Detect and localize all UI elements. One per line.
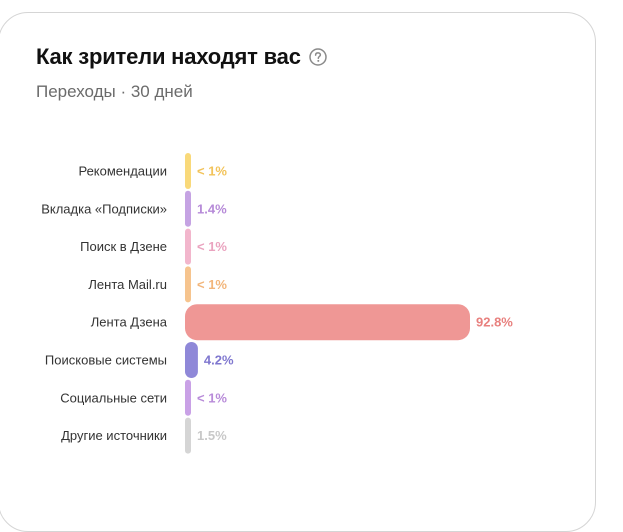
category-label: Поисковые системы: [45, 353, 167, 368]
value-label: 1.5%: [197, 428, 227, 443]
category-label: Социальные сети: [60, 390, 167, 405]
bar[interactable]: [185, 342, 198, 378]
value-label: < 1%: [197, 239, 227, 254]
category-label: Лента Дзена: [91, 315, 168, 330]
value-label: 4.2%: [204, 353, 234, 368]
bar[interactable]: [185, 304, 470, 341]
card-title: Как зрители находят вас: [36, 44, 301, 69]
value-label: 92.8%: [476, 315, 513, 330]
category-label: Рекомендации: [78, 164, 167, 179]
bar[interactable]: [185, 228, 191, 265]
value-label: < 1%: [197, 390, 227, 405]
bar[interactable]: [185, 379, 191, 416]
card-subtitle: Переходы · 30 дней: [36, 82, 193, 101]
traffic-sources-bar-chart: Рекомендации < 1% Вкладка «Подписки» 1.4% По…: [41, 153, 513, 454]
category-label: Поиск в Дзене: [80, 239, 167, 254]
value-label: < 1%: [197, 164, 227, 179]
question-circle-icon[interactable]: [308, 48, 327, 66]
value-label: 1.4%: [197, 201, 227, 216]
value-label: < 1%: [197, 277, 227, 292]
bar[interactable]: [185, 266, 191, 303]
category-label: Другие источники: [61, 428, 167, 443]
bar[interactable]: [185, 190, 191, 227]
bar[interactable]: [185, 153, 191, 189]
traffic-sources-card: [0, 12, 596, 532]
category-label: Вкладка «Подписки»: [41, 201, 167, 216]
category-label: Лента Mail.ru: [88, 277, 167, 292]
bar[interactable]: [185, 417, 191, 454]
card-header: Как зрители находят вас: [36, 44, 327, 70]
